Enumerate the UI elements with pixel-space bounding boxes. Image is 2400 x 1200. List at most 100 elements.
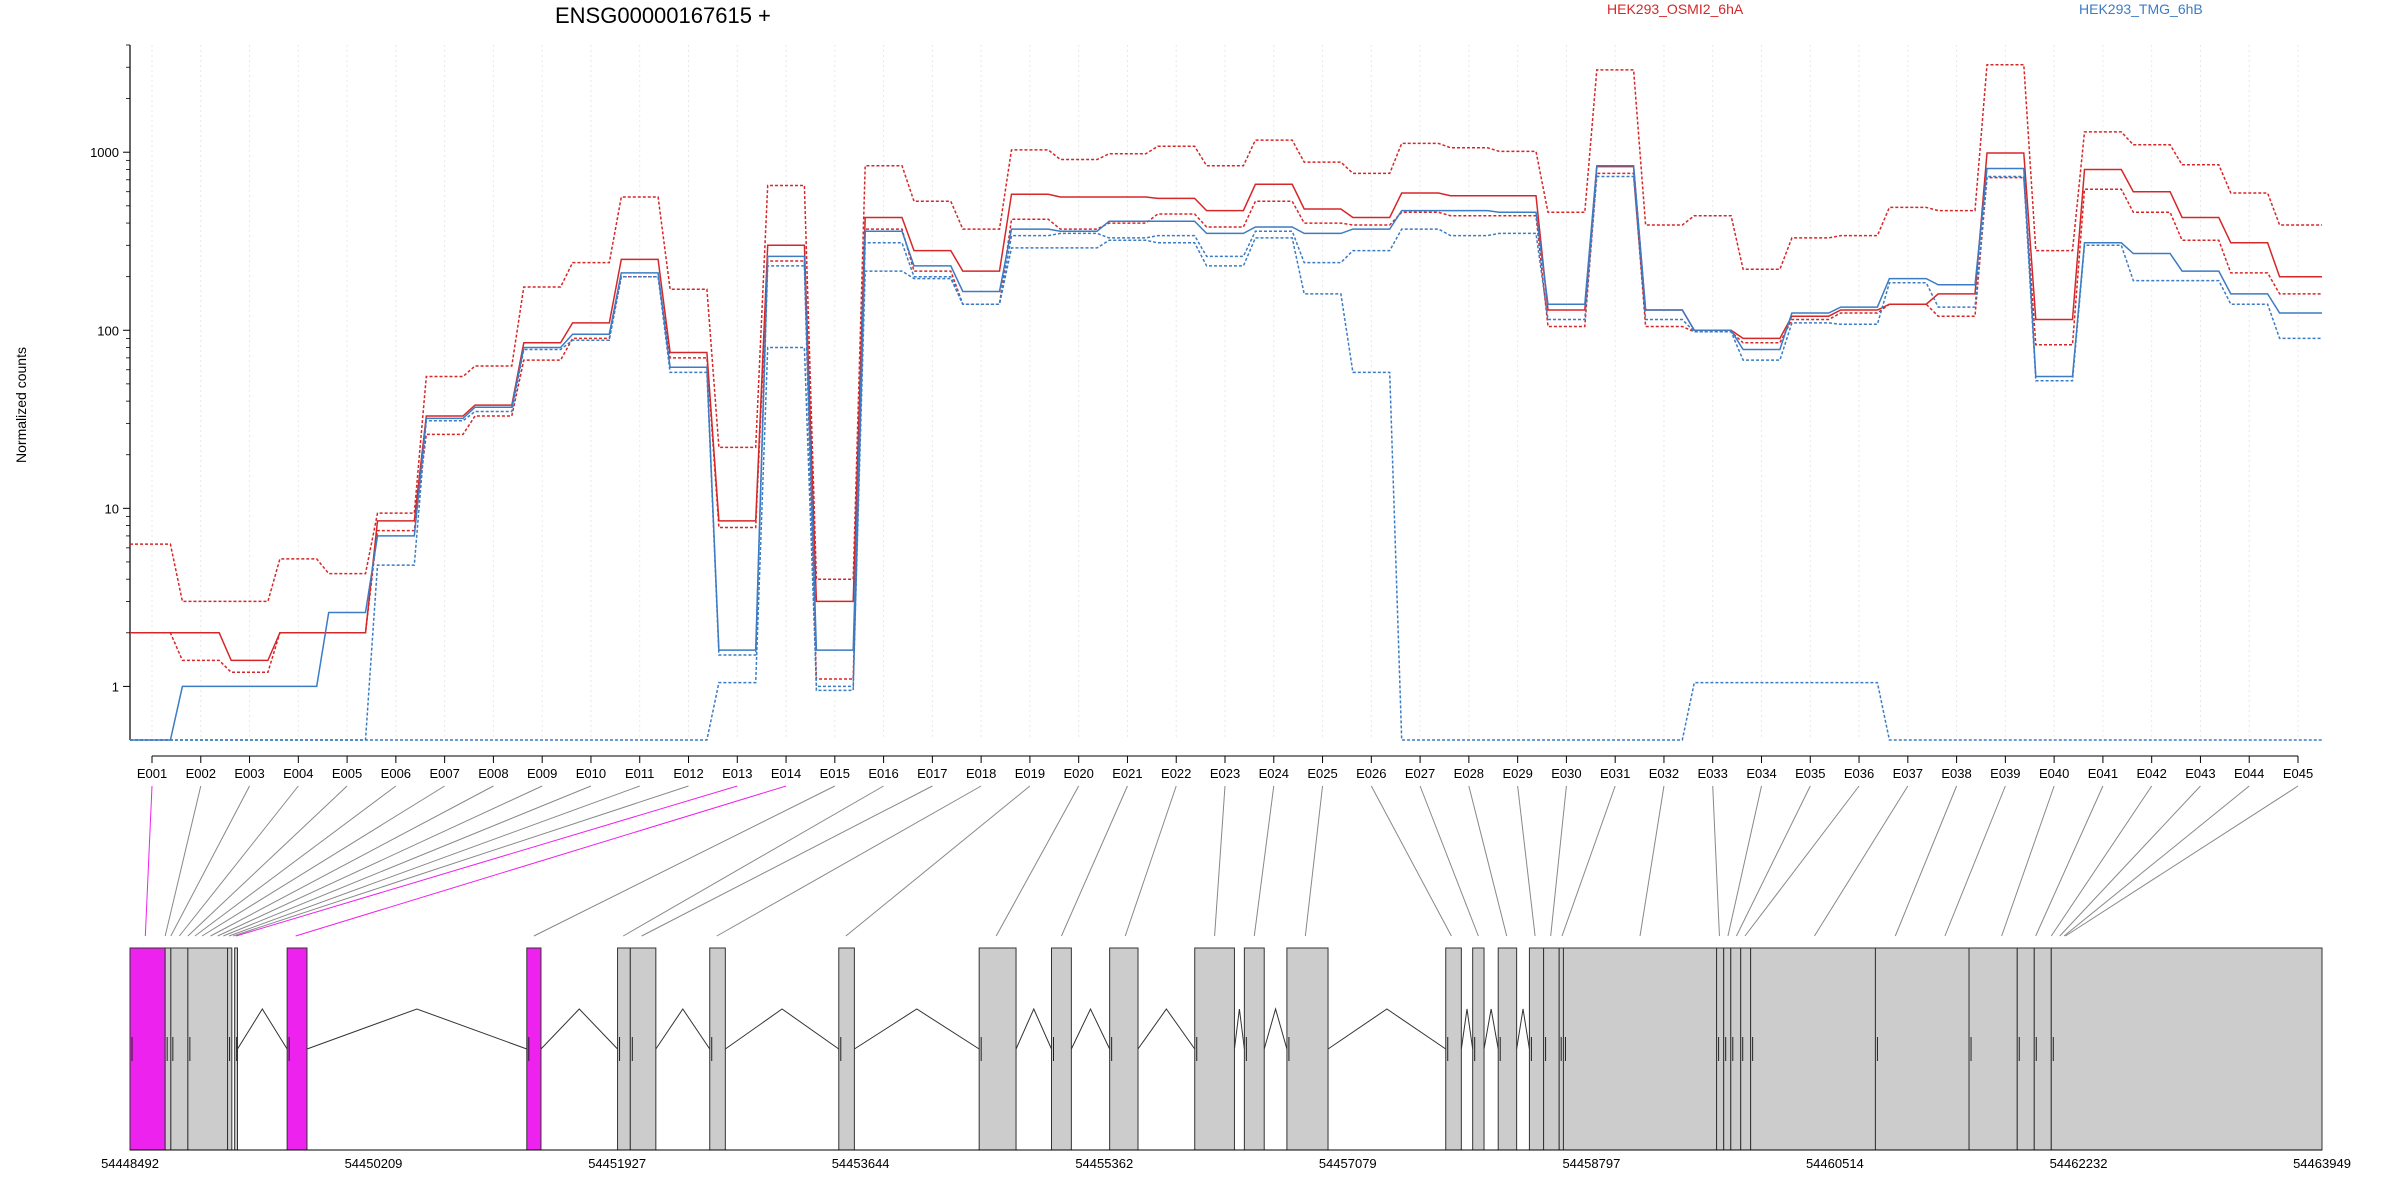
exon-bin-label: E006 [381, 766, 411, 781]
exon-connector [1744, 785, 1860, 937]
exon [2016, 947, 2035, 1151]
exon-connector [641, 785, 933, 937]
genomic-coordinate-axis: 54448492 54450209 54451927 54453644 54455362… [101, 1149, 2351, 1171]
exon-connector [217, 785, 543, 937]
exon-bin-label: E027 [1405, 766, 1435, 781]
exon-connector [223, 785, 592, 937]
y-axis-label: Normalized counts [13, 347, 29, 463]
legend-item-series-a: HEK293_OSMI2_6hA [1607, 1, 1744, 17]
exon-connector [1639, 785, 1665, 937]
exon-connector [2059, 785, 2201, 937]
intron [655, 1008, 711, 1050]
exon-bin-label: E038 [1941, 766, 1971, 781]
exon-bin-label: E015 [820, 766, 850, 781]
exon-connector [1561, 785, 1616, 937]
exon [1194, 947, 1235, 1151]
intron [854, 1008, 980, 1050]
exon-connector [1370, 785, 1452, 937]
series-line-5 [130, 237, 2322, 741]
series-lines [130, 63, 2322, 741]
exon-bin-label: E004 [283, 766, 313, 781]
exon-bin-label: E012 [673, 766, 703, 781]
exon-connector [1944, 785, 2006, 937]
exon [1740, 947, 1752, 1151]
exon-bin-label: E029 [1502, 766, 1532, 781]
y-axis: 1 10 100 1000 [90, 44, 131, 740]
exon-bin-label: E011 [625, 766, 654, 781]
intron [1137, 1008, 1196, 1050]
exon-connector [622, 785, 884, 937]
exon-connector [995, 785, 1080, 937]
exon-connector [228, 785, 640, 937]
intron [1233, 1008, 1245, 1050]
series-line-1 [130, 152, 2322, 662]
intron [540, 1008, 618, 1050]
exon-bin-label: E043 [2185, 766, 2215, 781]
exon-bin-label: E044 [2234, 766, 2264, 781]
exon-bin-label: E008 [478, 766, 508, 781]
intron [1516, 1008, 1530, 1050]
exon-connector [533, 785, 836, 937]
exon-connector [1419, 785, 1479, 937]
exon-connector [2001, 785, 2055, 937]
coordinate-tick-label: 54458797 [1562, 1156, 1620, 1171]
exon-bin-label: E007 [429, 766, 459, 781]
exon-connector [2065, 785, 2299, 937]
exon-connector [235, 785, 738, 937]
coordinate-tick-label: 54457079 [1319, 1156, 1377, 1171]
exon-bin-label: E014 [771, 766, 801, 781]
intron [1483, 1008, 1499, 1050]
intron [1070, 1007, 1111, 1050]
exon-bin-label: E037 [1893, 766, 1923, 781]
exon-bin-label: E028 [1454, 766, 1484, 781]
exon-highlighted [129, 947, 166, 1151]
coordinate-tick-label: 54453644 [832, 1156, 890, 1171]
series-line-2 [130, 172, 2322, 680]
gene-model [129, 947, 2323, 1151]
exon-connector [2063, 785, 2250, 937]
exon-bin-label: E016 [868, 766, 898, 781]
exon-connector [194, 785, 397, 937]
exon [164, 947, 172, 1151]
exon-connector [295, 785, 787, 937]
exon-connector [201, 785, 445, 937]
exon-highlighted [286, 947, 308, 1151]
exon-bin-label: E010 [576, 766, 606, 781]
exon-bin-label: E034 [1746, 766, 1776, 781]
exon-bin-label: E002 [186, 766, 216, 781]
exon-bin-label: E025 [1307, 766, 1337, 781]
exon-bin-label: E032 [1649, 766, 1679, 781]
exon-connectors [144, 785, 2299, 937]
exon [187, 947, 229, 1151]
exon-bin-label: E030 [1551, 766, 1581, 781]
legend-item-series-b: HEK293_TMG_6hB [2079, 1, 2203, 17]
exon-bin-label: E001 [137, 766, 167, 781]
exon-connector [144, 785, 153, 937]
exon-connector [1304, 785, 1324, 937]
exon [1730, 947, 1742, 1151]
exon-connector [1894, 785, 1958, 937]
exon-bin-label: E024 [1259, 766, 1289, 781]
intron [1263, 1007, 1288, 1050]
exon [1109, 947, 1139, 1151]
exon [2050, 947, 2323, 1151]
exon-connector [1736, 785, 1811, 937]
intron [1015, 1007, 1052, 1050]
exon-bin-label: E021 [1112, 766, 1142, 781]
exon-bin-label: E035 [1795, 766, 1825, 781]
intron [725, 1008, 840, 1050]
exon [1243, 947, 1265, 1151]
exon-bin-label: E023 [1210, 766, 1240, 781]
exon-bin-label: E005 [332, 766, 362, 781]
chart-title: ENSG00000167615 + [555, 3, 771, 28]
exon-connector [1814, 785, 1909, 937]
exon-connector [1517, 785, 1536, 937]
exon-connector [187, 785, 348, 937]
coordinate-tick-label: 54462232 [2050, 1156, 2108, 1171]
exon-bin-label: E041 [2088, 766, 2118, 781]
exon-connector [178, 785, 299, 937]
exon-bin-label: E039 [1990, 766, 2020, 781]
exon-connector [1124, 785, 1177, 937]
coordinate-tick-label: 54450209 [345, 1156, 403, 1171]
